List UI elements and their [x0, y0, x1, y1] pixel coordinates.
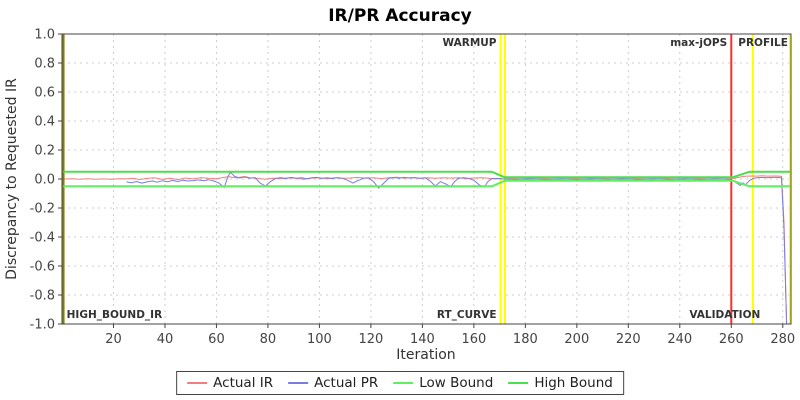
x-tick-label: 160 — [461, 332, 486, 347]
x-tick-label: 220 — [616, 332, 641, 347]
chart-title: IR/PR Accuracy — [328, 6, 472, 26]
legend-item-low-bound: Low Bound — [393, 375, 493, 391]
y-tick-label: 0.0 — [34, 173, 55, 188]
legend-label: Low Bound — [419, 375, 494, 391]
legend-swatch — [288, 382, 309, 384]
y-tick-label: -0.8 — [30, 289, 55, 304]
y-tick-label: -0.4 — [30, 231, 55, 246]
marker-label-warmup: WARMUP — [443, 37, 497, 49]
y-tick-label: 0.4 — [34, 115, 55, 130]
chart-legend: Actual IR Actual PR Low Bound High Bound — [176, 371, 624, 395]
y-tick-label: 0.6 — [34, 86, 55, 101]
y-tick-label: 1.0 — [34, 28, 55, 43]
marker-label-high-bound-ir: HIGH_BOUND_IR — [67, 309, 163, 321]
x-tick-label: 240 — [667, 332, 692, 347]
y-tick-label: -1.0 — [30, 318, 55, 333]
legend-item-actual-ir: Actual IR — [187, 375, 273, 391]
x-axis-title: Iteration — [396, 347, 455, 363]
x-tick-label: 280 — [770, 332, 795, 347]
marker-label-rt-curve: RT_CURVE — [437, 309, 497, 321]
plot-area: 20 40 60 80 100 120 140 160 180 200 220 240 260 280 1.… — [30, 28, 796, 348]
series-actual-pr — [126, 171, 788, 325]
x-tick-label: 40 — [157, 332, 174, 347]
y-tick-label: 0.2 — [34, 144, 55, 159]
legend-swatch — [393, 382, 414, 384]
legend-swatch — [187, 382, 208, 384]
y-tick-label: -0.6 — [30, 260, 55, 275]
x-tick-label: 100 — [307, 332, 332, 347]
y-axis-title: Discrepancy to Requested IR — [4, 78, 20, 280]
legend-label: High Bound — [534, 375, 613, 391]
legend-item-high-bound: High Bound — [508, 375, 613, 391]
x-tick-label: 60 — [208, 332, 225, 347]
marker-label-profile: PROFILE — [738, 37, 788, 49]
series-actual-ir — [64, 175, 788, 325]
legend-item-actual-pr: Actual PR — [288, 375, 378, 391]
x-tick-label: 80 — [260, 332, 277, 347]
x-tick-label: 180 — [513, 332, 538, 347]
marker-label-max-jops: max-jOPS — [670, 37, 727, 49]
x-tick-label: 260 — [719, 332, 744, 347]
marker-label-validation: VALIDATION — [689, 309, 760, 321]
x-tick-label: 120 — [358, 332, 383, 347]
legend-label: Actual IR — [213, 375, 274, 391]
legend-label: Actual PR — [314, 375, 379, 391]
series-high-bound — [63, 170, 790, 179]
y-tick-label: 0.8 — [34, 57, 55, 72]
series-low-bound — [63, 179, 790, 188]
x-tick-label: 20 — [105, 332, 122, 347]
x-tick-label: 140 — [410, 332, 435, 347]
legend-swatch — [508, 382, 529, 384]
x-tick-label: 200 — [564, 332, 589, 347]
y-tick-label: -0.2 — [30, 202, 55, 217]
